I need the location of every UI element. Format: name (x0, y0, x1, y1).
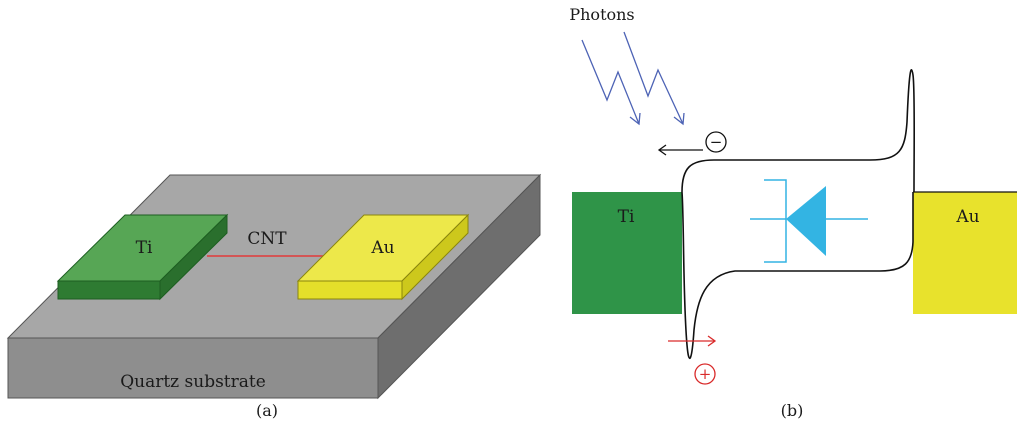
hole-arrow-head (707, 335, 717, 347)
ti-electrode-front (57, 280, 161, 300)
panel-a: Quartz substrate CNT Ti Au (a) (6, 173, 542, 420)
photon-arrow-2-head (673, 112, 685, 126)
cnt-label: CNT (247, 229, 287, 249)
substrate-label: Quartz substrate (120, 372, 266, 392)
electron-symbol: − (710, 133, 723, 151)
ti-contact-block (572, 192, 682, 314)
panel-b-caption: (b) (781, 401, 804, 420)
au-contact-label: Au (955, 207, 979, 227)
electron-arrow-head (657, 144, 667, 156)
ti-electrode-label: Ti (136, 238, 153, 258)
photon-arrow-1-head (629, 112, 641, 126)
au-electrode-front (297, 280, 403, 300)
conduction-band-edge (681, 69, 916, 193)
diode-triangle (786, 186, 826, 256)
panel-b: Ti Au Photons − + (b) (569, 5, 1017, 420)
ti-electrode-side (159, 213, 228, 301)
hole-symbol: + (699, 365, 712, 383)
ti-contact-label: Ti (618, 207, 635, 227)
electron-circle (705, 131, 727, 153)
diode-symbol (750, 179, 868, 263)
photon-arrow-1 (581, 39, 640, 125)
photons-label: Photons (569, 5, 634, 24)
diode-bar (764, 179, 787, 263)
hole-circle (694, 363, 716, 385)
panel-a-caption: (a) (256, 401, 278, 420)
photon-arrows (581, 31, 685, 126)
valence-band-edge (681, 191, 914, 360)
au-electrode-label: Au (370, 238, 394, 258)
substrate-side-face (377, 173, 541, 400)
au-contact-block (913, 192, 1017, 314)
au-electrode-side (401, 213, 469, 301)
photon-arrow-2 (623, 31, 684, 125)
